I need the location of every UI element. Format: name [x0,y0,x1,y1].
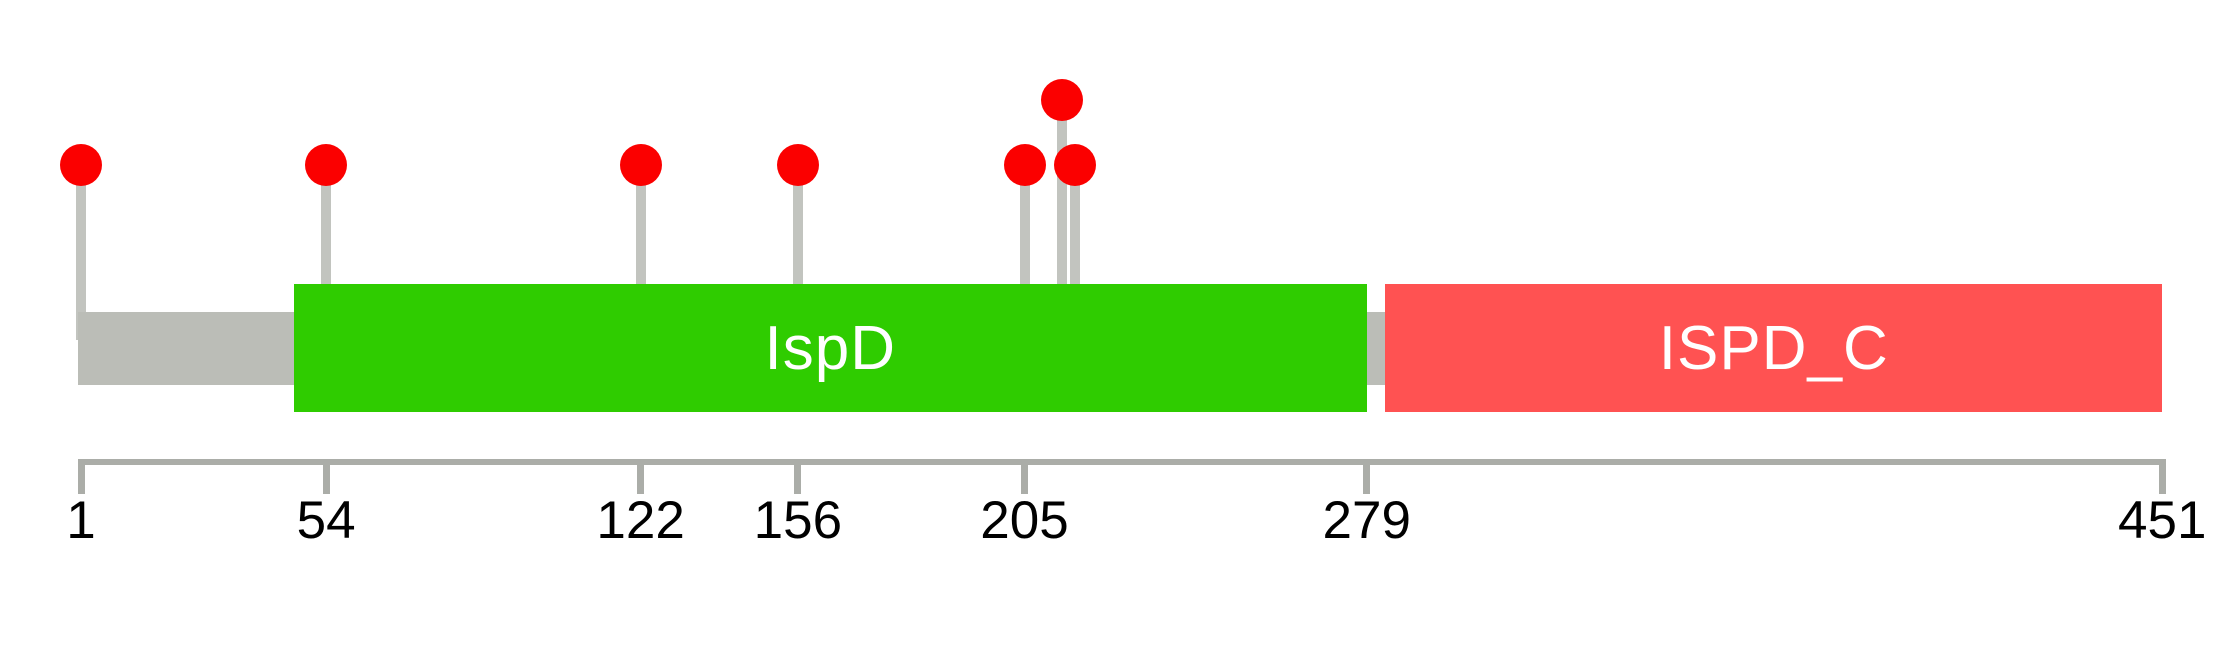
axis-tick [322,459,330,494]
axis-tick-label: 205 [980,491,1069,550]
axis-tick [77,459,85,494]
lollipop-stem [321,165,332,340]
mutation-marker [1054,144,1097,186]
sequence-axis-line [77,459,2166,465]
mutation-marker [60,144,102,186]
domain-label: IspD [764,313,896,383]
axis-tick-label: 122 [596,491,685,550]
lollipop-stem [1070,165,1081,340]
mutation-marker [1003,144,1046,186]
lollipop-stem [635,165,646,340]
mutation-marker [1040,79,1083,121]
lollipop-stem [1056,100,1067,340]
axis-tick [2158,459,2166,494]
mutation-marker [619,144,662,186]
axis-tick-label: 54 [296,491,356,550]
lollipop-stem [1019,165,1030,340]
axis-tick-label: 156 [753,491,843,550]
axis-tick-label: 451 [2118,491,2207,550]
domain-box-ispd_c: ISPD_C [1385,284,2163,412]
axis-tick [1363,459,1371,494]
axis-tick [794,459,802,494]
lollipop-stem [792,165,803,340]
lollipop-stem [76,165,86,340]
axis-tick [637,459,645,494]
axis-tick-label: 279 [1322,491,1411,550]
domain-box-ispd: IspD [293,284,1367,412]
axis-tick-label: 1 [66,491,96,550]
axis-tick [1021,459,1028,494]
domain-label: ISPD_C [1658,313,1889,383]
mutation-marker [776,144,819,186]
mutation-marker [305,144,348,186]
